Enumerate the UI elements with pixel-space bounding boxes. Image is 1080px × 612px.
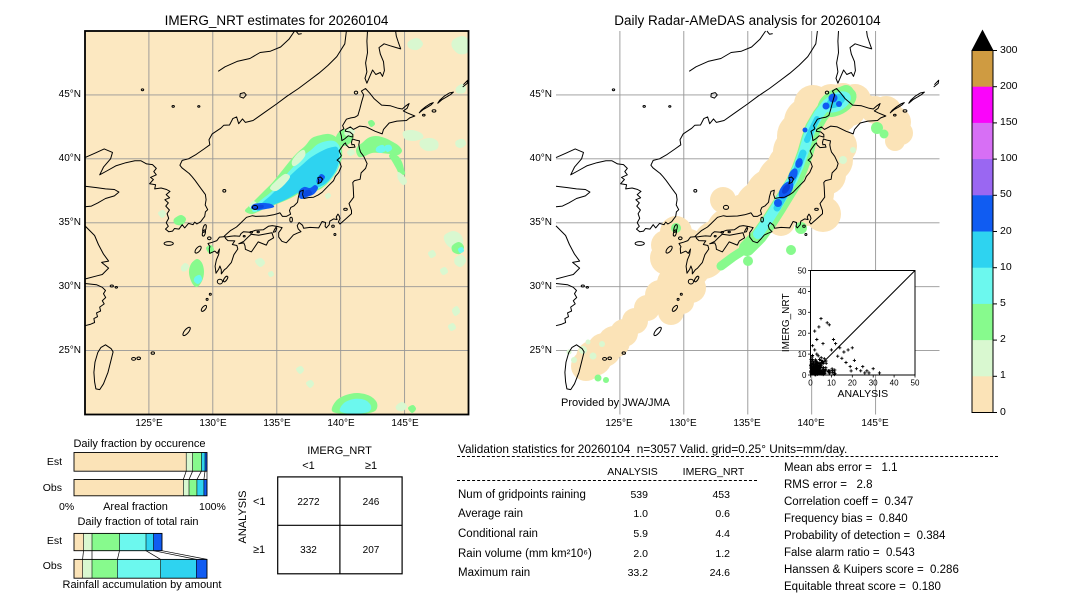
svg-text:0: 0 <box>802 371 807 380</box>
svg-text:30: 30 <box>869 379 878 388</box>
svg-text:10: 10 <box>827 379 836 388</box>
svg-text:50: 50 <box>911 379 920 388</box>
svg-text:ANALYSIS: ANALYSIS <box>838 388 889 400</box>
svg-text:30: 30 <box>798 308 807 317</box>
svg-text:IMERG_NRT: IMERG_NRT <box>781 293 792 352</box>
svg-text:0: 0 <box>808 379 813 388</box>
svg-text:50: 50 <box>798 266 807 275</box>
svg-text:20: 20 <box>848 379 857 388</box>
svg-text:40: 40 <box>890 379 899 388</box>
svg-text:20: 20 <box>798 329 807 338</box>
svg-text:40: 40 <box>798 287 807 296</box>
svg-text:10: 10 <box>798 350 807 359</box>
